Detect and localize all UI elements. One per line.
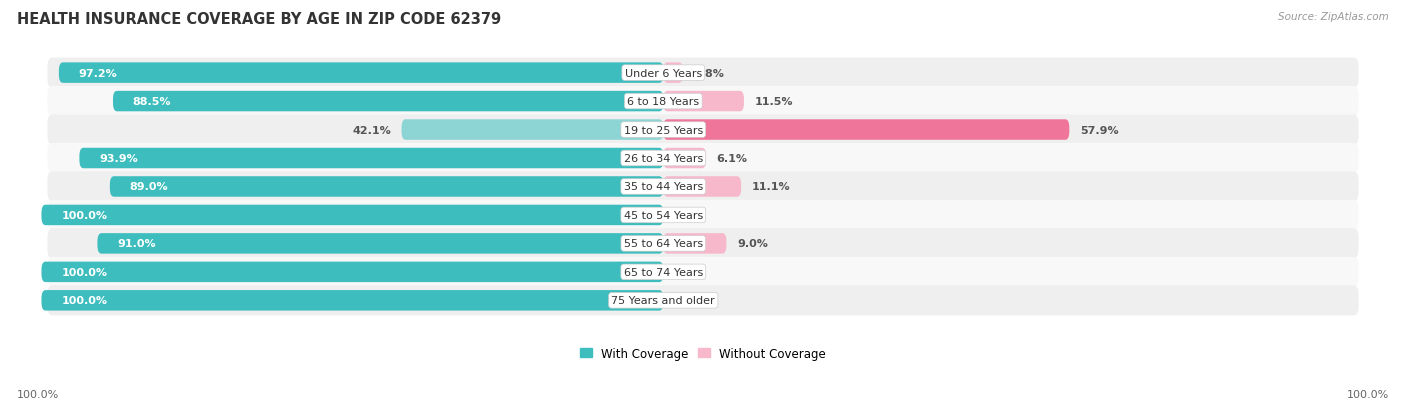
Text: 9.0%: 9.0% xyxy=(737,239,768,249)
FancyBboxPatch shape xyxy=(664,148,706,169)
FancyBboxPatch shape xyxy=(41,205,664,225)
Text: 75 Years and older: 75 Years and older xyxy=(612,296,716,306)
FancyBboxPatch shape xyxy=(97,234,664,254)
Text: 26 to 34 Years: 26 to 34 Years xyxy=(624,154,703,164)
Text: HEALTH INSURANCE COVERAGE BY AGE IN ZIP CODE 62379: HEALTH INSURANCE COVERAGE BY AGE IN ZIP … xyxy=(17,12,501,27)
Text: 0.0%: 0.0% xyxy=(673,267,704,277)
FancyBboxPatch shape xyxy=(79,148,664,169)
Text: 89.0%: 89.0% xyxy=(129,182,169,192)
Text: 6 to 18 Years: 6 to 18 Years xyxy=(627,97,699,107)
Text: 42.1%: 42.1% xyxy=(352,125,391,135)
Text: 11.1%: 11.1% xyxy=(752,182,790,192)
FancyBboxPatch shape xyxy=(48,229,1358,259)
FancyBboxPatch shape xyxy=(59,63,664,84)
FancyBboxPatch shape xyxy=(664,63,683,84)
FancyBboxPatch shape xyxy=(664,177,741,197)
FancyBboxPatch shape xyxy=(48,172,1358,202)
FancyBboxPatch shape xyxy=(41,262,664,282)
FancyBboxPatch shape xyxy=(48,285,1358,316)
Text: 35 to 44 Years: 35 to 44 Years xyxy=(624,182,703,192)
FancyBboxPatch shape xyxy=(41,290,664,311)
FancyBboxPatch shape xyxy=(48,87,1358,117)
FancyBboxPatch shape xyxy=(48,257,1358,287)
Text: 0.0%: 0.0% xyxy=(673,296,704,306)
Text: 100.0%: 100.0% xyxy=(62,211,107,221)
Text: 88.5%: 88.5% xyxy=(132,97,172,107)
Text: Source: ZipAtlas.com: Source: ZipAtlas.com xyxy=(1278,12,1389,22)
Text: 2.8%: 2.8% xyxy=(693,69,724,78)
Text: 19 to 25 Years: 19 to 25 Years xyxy=(624,125,703,135)
FancyBboxPatch shape xyxy=(48,144,1358,174)
FancyBboxPatch shape xyxy=(402,120,664,140)
Text: 100.0%: 100.0% xyxy=(17,389,59,399)
FancyBboxPatch shape xyxy=(664,120,1070,140)
Text: 100.0%: 100.0% xyxy=(1347,389,1389,399)
Text: 57.9%: 57.9% xyxy=(1080,125,1119,135)
Text: 97.2%: 97.2% xyxy=(79,69,118,78)
Text: 93.9%: 93.9% xyxy=(100,154,138,164)
FancyBboxPatch shape xyxy=(664,234,727,254)
Legend: With Coverage, Without Coverage: With Coverage, Without Coverage xyxy=(575,342,831,365)
Text: 0.0%: 0.0% xyxy=(673,211,704,221)
FancyBboxPatch shape xyxy=(48,115,1358,145)
Text: 6.1%: 6.1% xyxy=(717,154,748,164)
FancyBboxPatch shape xyxy=(48,200,1358,230)
Text: 100.0%: 100.0% xyxy=(62,267,107,277)
FancyBboxPatch shape xyxy=(48,58,1358,88)
FancyBboxPatch shape xyxy=(110,177,664,197)
Text: 100.0%: 100.0% xyxy=(62,296,107,306)
Text: 45 to 54 Years: 45 to 54 Years xyxy=(624,211,703,221)
Text: 11.5%: 11.5% xyxy=(755,97,793,107)
Text: 91.0%: 91.0% xyxy=(117,239,156,249)
Text: 55 to 64 Years: 55 to 64 Years xyxy=(624,239,703,249)
FancyBboxPatch shape xyxy=(664,92,744,112)
Text: 65 to 74 Years: 65 to 74 Years xyxy=(624,267,703,277)
FancyBboxPatch shape xyxy=(112,92,664,112)
Text: Under 6 Years: Under 6 Years xyxy=(624,69,702,78)
